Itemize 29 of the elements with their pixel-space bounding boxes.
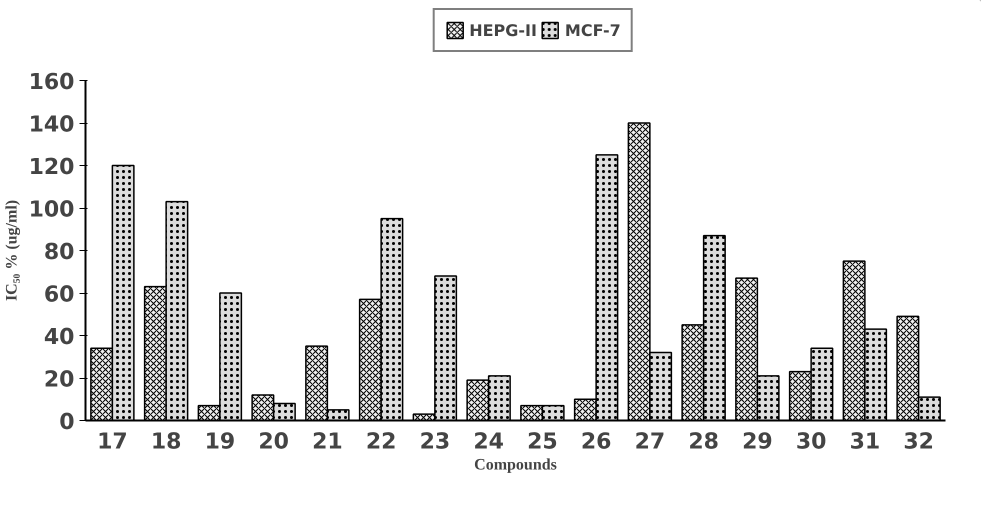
x-tick-label: 26 [580,430,612,454]
x-tick-label: 25 [527,430,558,454]
y-tick-label: 0 [59,410,75,435]
x-tick-label: 29 [742,430,773,454]
x-tick-label: 23 [420,430,450,454]
y-tick-label: 80 [44,240,75,265]
y-tick-label: 160 [28,70,75,95]
x-tick-label: 22 [366,430,396,454]
x-tick-label: 21 [312,430,343,454]
y-tick-label: 100 [28,198,75,222]
x-tick-label: 20 [258,430,289,454]
y-tick-label: 20 [44,368,75,392]
x-tick-label: 18 [150,430,182,454]
x-tick-label: 32 [903,430,934,454]
y-tick-label: 40 [44,325,75,350]
x-tick-label: 31 [850,430,880,454]
x-tick-label: 24 [473,430,504,454]
x-tick-label: 28 [688,430,719,454]
y-tick-label: 140 [28,112,75,138]
x-tick-label: 30 [796,430,826,454]
y-axis-title: IC₅₀ % (ug/ml) [4,200,21,302]
x-axis-title: Compounds [474,456,557,474]
legend-label: HEPG-II [469,20,537,40]
x-tick-label: 19 [204,430,236,454]
y-tick-label: 120 [28,155,75,180]
y-tick-label: 60 [44,282,75,308]
x-tick-label: 27 [634,430,666,454]
legend-label: MCF-7 [564,20,621,40]
x-tick-label: 17 [97,430,128,454]
